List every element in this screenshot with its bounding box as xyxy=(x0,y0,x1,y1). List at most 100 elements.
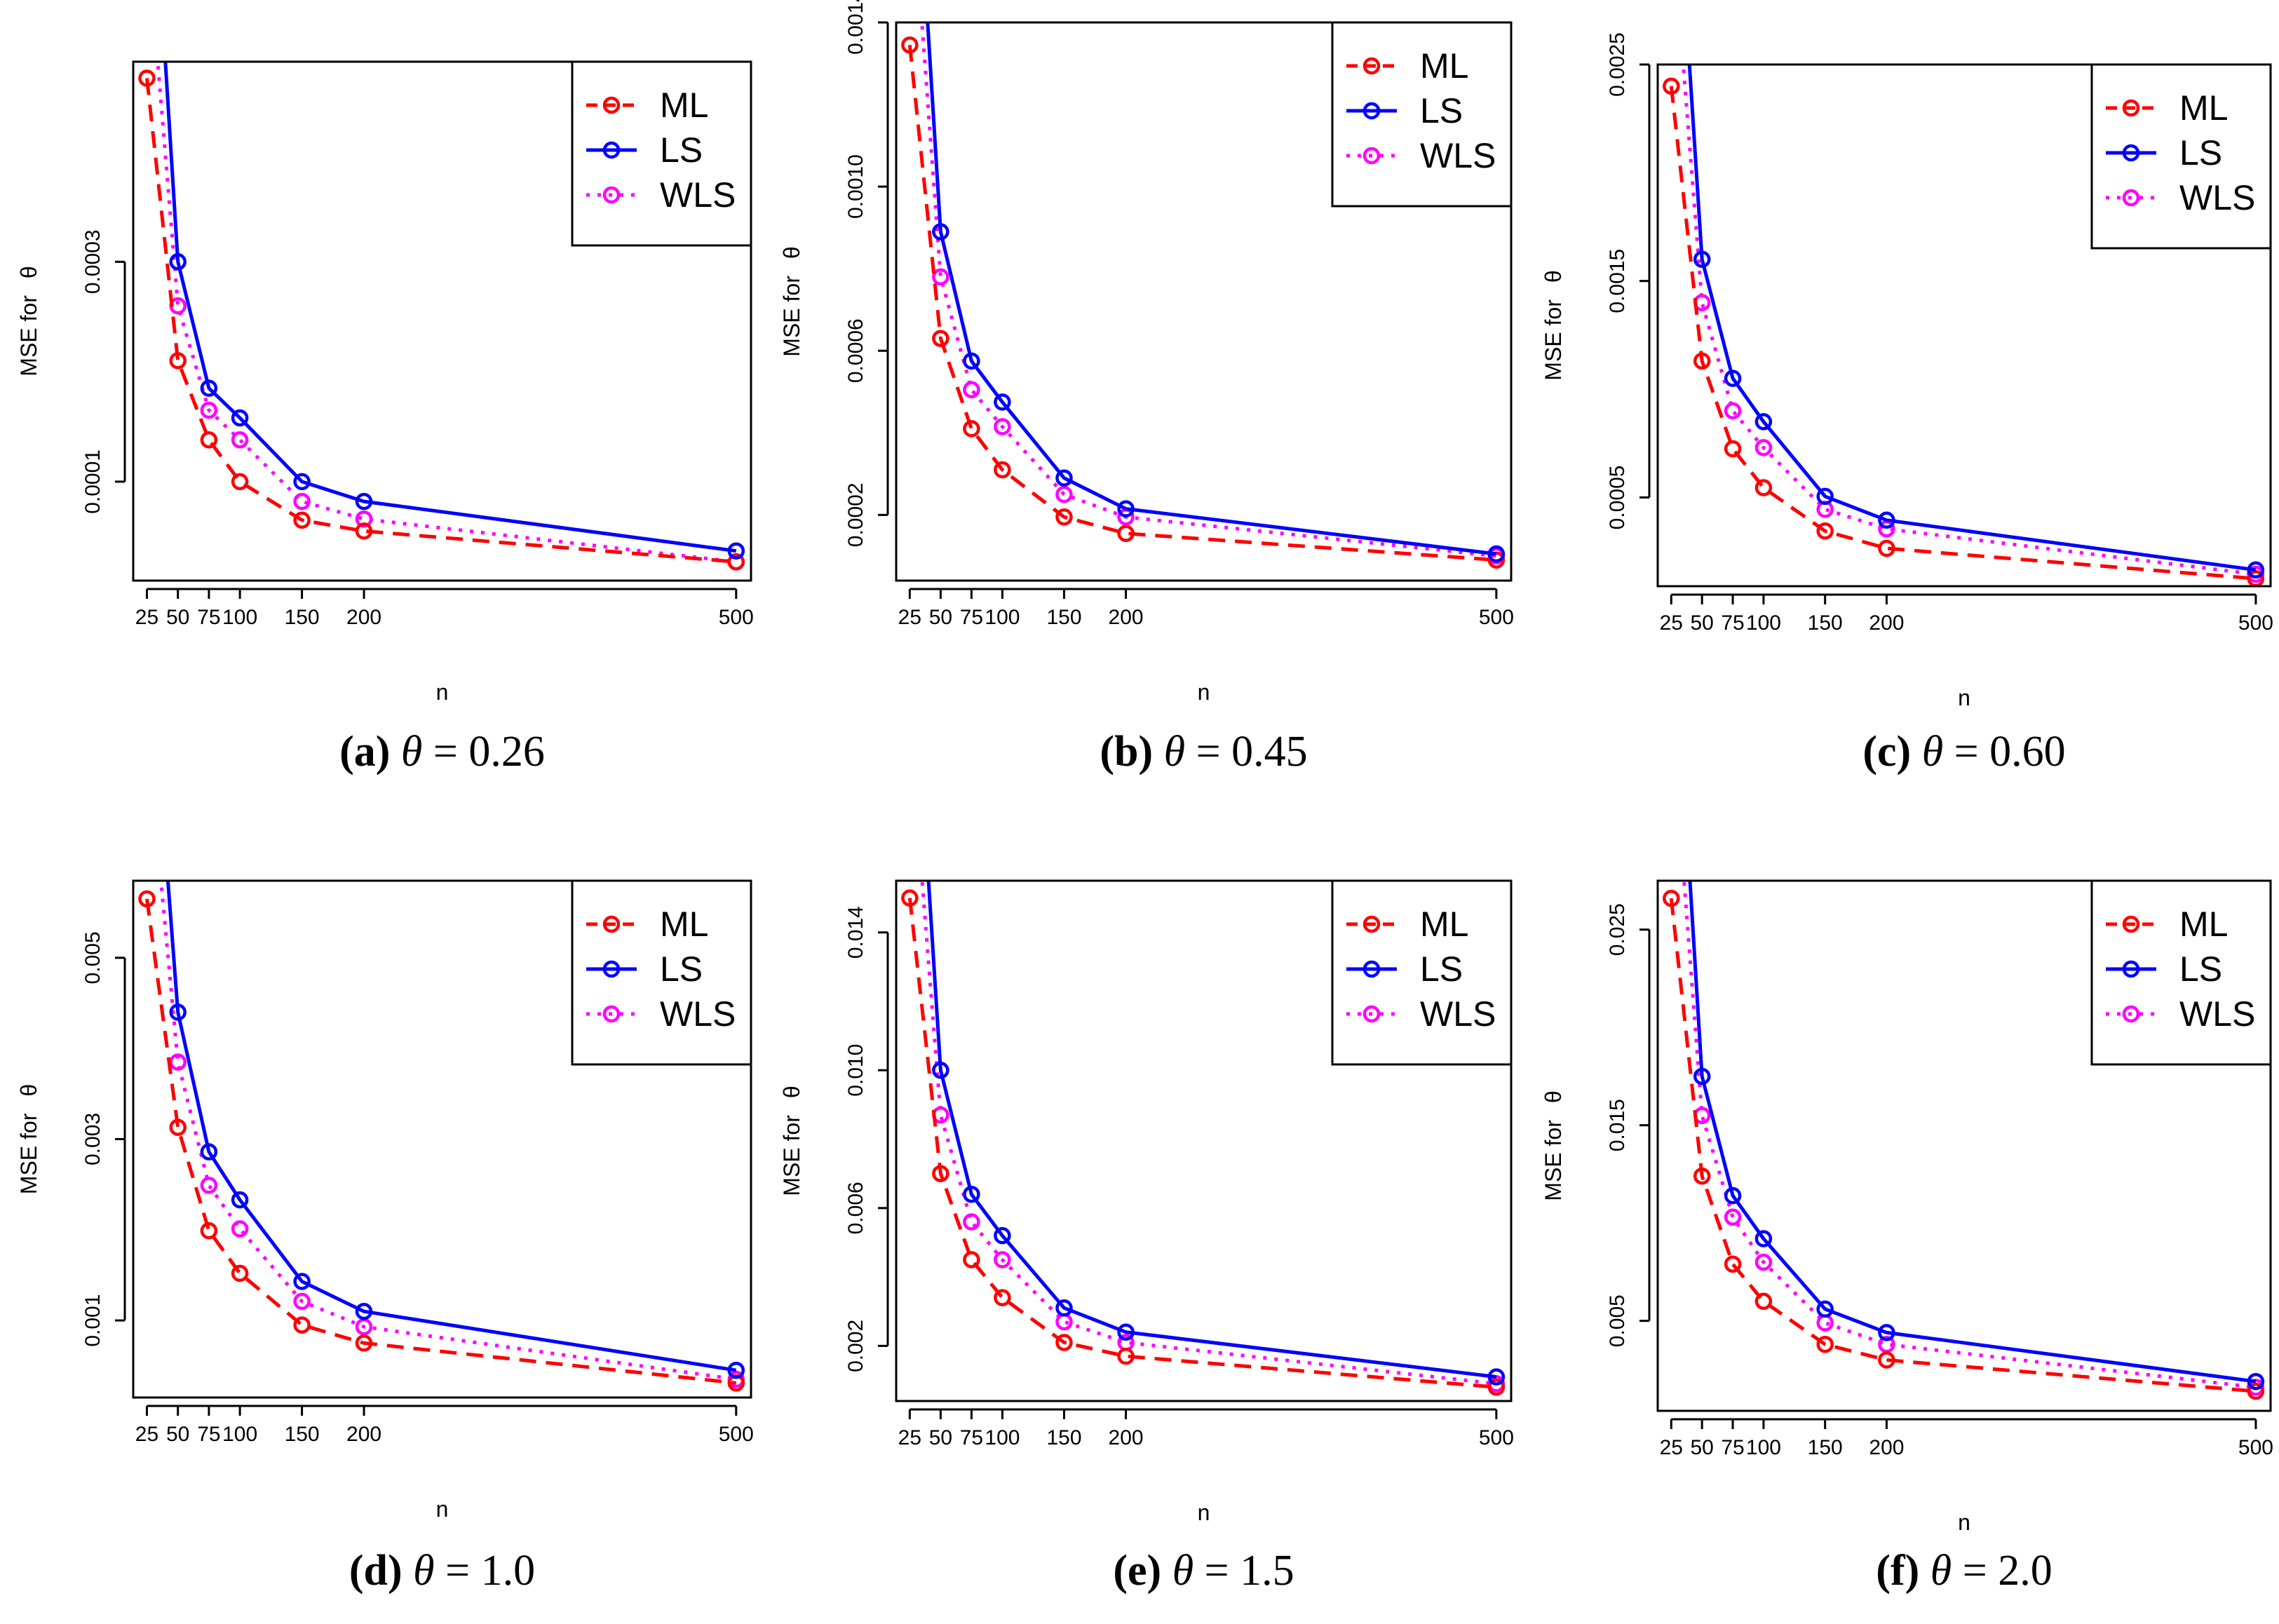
panel-b-y-tick-label-2: 0.0010 xyxy=(844,154,867,219)
panel-a-legend-ml-label: ML xyxy=(660,86,708,125)
panel-c: 25 50 75 100 150 200 500 0.0005 0.0015 0.0025 MSE … xyxy=(1541,32,2273,776)
panel-c-legend-ml-marker xyxy=(2122,99,2140,117)
panel-d-y-tick-label-0: 0.001 xyxy=(81,1294,104,1347)
panel-e-wls-point-100 xyxy=(994,1251,1011,1268)
panel-b-legend-ml-marker xyxy=(1362,57,1381,75)
panel-b-ls-point-200 xyxy=(1117,500,1135,517)
panel-f-y-tick-label-1: 0.015 xyxy=(1606,1099,1629,1151)
panel-e-legend-ls-label: LS xyxy=(1420,949,1463,989)
panel-f-ls-point-75 xyxy=(1724,1186,1742,1205)
panel-a-ml-point-75 xyxy=(200,431,218,449)
panel-f-wls-point-25 xyxy=(1664,708,1678,722)
panel-b-ls-point-500 xyxy=(1487,545,1506,563)
panel-d-legend-wls-label: WLS xyxy=(660,994,736,1034)
panel-a-ml-point-50 xyxy=(169,352,187,370)
panel-b-y-tick-label-1: 0.0006 xyxy=(844,318,867,383)
panel-e-ls-point-500 xyxy=(1487,1368,1506,1386)
panel-b-caption-letter: (b) xyxy=(1100,728,1163,776)
panel-b-x-tick-label-200: 200 xyxy=(1109,606,1144,629)
panel-f-legend-ml-marker xyxy=(2122,915,2140,933)
panel-f-x-axis-title: n xyxy=(1958,1510,1970,1535)
panel-c-ml-point-25 xyxy=(1663,77,1680,95)
panel-d-ls-point-50 xyxy=(169,1003,187,1021)
panel-e-legend-wls-label: WLS xyxy=(1420,994,1496,1034)
panel-b-y-tick-label-0: 0.0002 xyxy=(844,482,867,547)
panel-f-legend-box xyxy=(2090,879,2272,1066)
panel-a-wls-point-150 xyxy=(293,492,311,510)
panel-c-ls-point-150 xyxy=(1816,487,1834,506)
panel-e: 25 50 75 100 150 200 500 0.002 0.006 0.010 0.014 MS… xyxy=(779,879,1514,1595)
panel-b-x-tick-label-100: 100 xyxy=(985,606,1020,629)
panel-a-wls-point-75 xyxy=(200,401,218,419)
panel-a-ml-point-100 xyxy=(231,473,249,491)
panel-f-ls-point-150 xyxy=(1816,1300,1834,1318)
panel-a-legend-ls-marker xyxy=(602,141,621,159)
panel-c-x-tick-label-100: 100 xyxy=(1746,611,1781,635)
panel-a-ls-point-200 xyxy=(355,492,373,510)
panel-d-legend-ls-marker xyxy=(602,960,621,978)
panel-f-legend-ls-marker xyxy=(2122,960,2140,978)
panel-d-legend-wls-marker xyxy=(602,1005,621,1023)
panel-b-plot-area xyxy=(901,22,1506,569)
panel-a-x-axis-title: n xyxy=(436,679,449,705)
panel-d-caption-equals: = xyxy=(435,1547,481,1595)
panel-b-ml-point-200 xyxy=(1117,525,1135,542)
panel-e-wls-point-75 xyxy=(963,1213,980,1231)
panel-a-legend-ml-marker xyxy=(602,96,621,114)
panel-d-ml-point-50 xyxy=(169,1118,187,1136)
panel-e-x-tick-label-200: 200 xyxy=(1109,1426,1144,1449)
panel-e-x-tick-label-500: 500 xyxy=(1479,1426,1514,1449)
panel-e-caption-theta: θ xyxy=(1172,1547,1193,1595)
panel-f-ml-point-50 xyxy=(1693,1167,1711,1185)
panel-f-ls-line xyxy=(1688,881,2257,1383)
panel-d-wls-point-75 xyxy=(200,1177,218,1194)
panel-b-y-tick-label-3: 0.0014 xyxy=(844,0,867,55)
panel-f-caption-theta: θ xyxy=(1930,1547,1952,1595)
panel-a-ml-point-150 xyxy=(293,511,311,529)
panel-e-y-axis-title-symbol: θ xyxy=(779,1085,804,1098)
panel-c-wls-point-75 xyxy=(1724,402,1742,420)
panel-f-axes-box xyxy=(1656,879,2272,1412)
panel-e-legend-ml-marker xyxy=(1362,915,1381,933)
panel-a-legend-box xyxy=(571,60,752,247)
panel-c-y-axis-title-prefix: MSE for xyxy=(1541,299,1566,381)
panel-d-caption-theta: θ xyxy=(413,1547,434,1595)
panel-e-y-tick-label-3: 0.014 xyxy=(844,906,867,959)
panel-d-ml-point-200 xyxy=(355,1334,373,1352)
panel-a-ml-point-25 xyxy=(138,69,156,87)
panel-f-caption-equals: = xyxy=(1952,1547,1998,1595)
panel-c-legend-ml-label: ML xyxy=(2179,88,2228,128)
panel-c-ml-line xyxy=(1669,86,2257,581)
panel-d-ml-line xyxy=(145,898,737,1385)
panel-c-ml-point-50 xyxy=(1693,352,1711,370)
panel-f-ls-point-200 xyxy=(1878,1324,1895,1341)
panel-d-x-tick-label-150: 150 xyxy=(285,1423,320,1446)
panel-d-y-tick-label-1: 0.003 xyxy=(81,1113,104,1165)
panel-c-caption-equals: = xyxy=(1943,728,1989,776)
panel-d-ml-point-75 xyxy=(200,1222,218,1240)
panel-f-ml-point-100 xyxy=(1754,1292,1773,1311)
panel-e-legend-wls-marker xyxy=(1362,1005,1381,1023)
panel-d-x-tick-label-500: 500 xyxy=(719,1423,754,1446)
panel-b-wls-point-50 xyxy=(932,268,949,286)
panel-b-y-axis-title-symbol: θ xyxy=(779,246,804,259)
panel-a-caption-letter: (a) xyxy=(339,728,401,776)
panel-b-x-tick-label-25: 25 xyxy=(898,606,921,629)
panel-a-x-tick-label-200: 200 xyxy=(346,606,381,629)
panel-b-legend-ls-marker xyxy=(1362,102,1381,120)
panel-c-legend-ls-marker xyxy=(2122,144,2140,162)
panel-a-ls-point-150 xyxy=(293,473,311,491)
panel-f-ls-point-500 xyxy=(2247,1372,2265,1390)
panel-e-ls-point-200 xyxy=(1117,1323,1135,1341)
panel-f-ml-point-500 xyxy=(2247,1382,2265,1400)
panel-c-y-axis-title: MSE for θ xyxy=(1541,270,1566,380)
panel-e-caption: (e) θ = 1.5 xyxy=(1113,1547,1294,1595)
panel-a-ls-point-100 xyxy=(231,409,249,427)
panel-d-ls-line xyxy=(165,881,737,1372)
panel-f-legend-wls-label: WLS xyxy=(2179,994,2255,1034)
panel-a-legend-wls-marker xyxy=(602,186,621,204)
panel-a-ls-point-500 xyxy=(727,542,745,560)
panel-d-y-tick-label-2: 0.005 xyxy=(81,931,104,984)
panel-f-legend-wls-marker xyxy=(2122,1005,2140,1023)
